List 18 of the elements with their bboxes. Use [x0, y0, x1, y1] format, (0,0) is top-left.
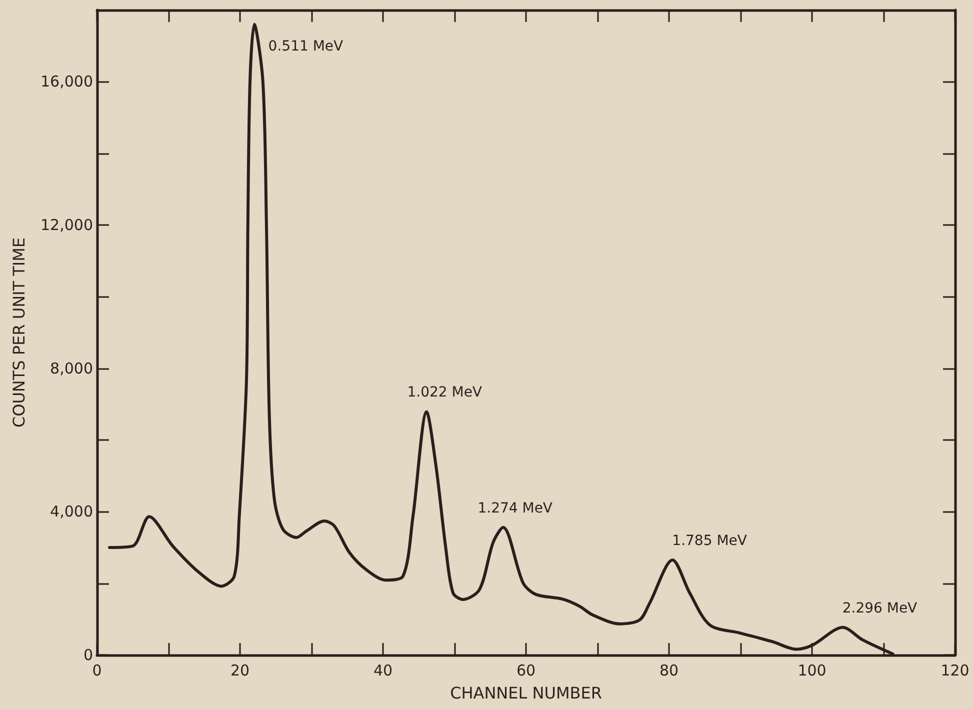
- y-tick-label: 8,000: [50, 359, 93, 378]
- y-axis-title: COUNTS PER UNIT TIME: [10, 237, 28, 428]
- y-tick-label: 12,000: [40, 216, 93, 234]
- annotation: 1.785 MeV: [672, 533, 748, 550]
- x-tick-label: 120: [940, 662, 970, 680]
- x-tick-label: 80: [659, 662, 679, 680]
- annotation: 1.274 MeV: [478, 500, 553, 516]
- x-tick-label: 60: [516, 662, 536, 680]
- x-axis-title: CHANNEL NUMBER: [450, 684, 602, 702]
- x-tick-label: 20: [230, 662, 250, 680]
- y-tick-label: 16,000: [40, 72, 93, 91]
- y-tick-label: 0: [83, 646, 93, 664]
- annotation: 1.022 MeV: [407, 384, 482, 401]
- y-tick-label: 4,000: [50, 502, 93, 521]
- annotation: 2.296 MeV: [842, 600, 918, 616]
- x-tick-label: 100: [798, 662, 826, 680]
- x-tick-label: 40: [373, 662, 393, 680]
- annotation: 0.511 MeV: [268, 38, 344, 54]
